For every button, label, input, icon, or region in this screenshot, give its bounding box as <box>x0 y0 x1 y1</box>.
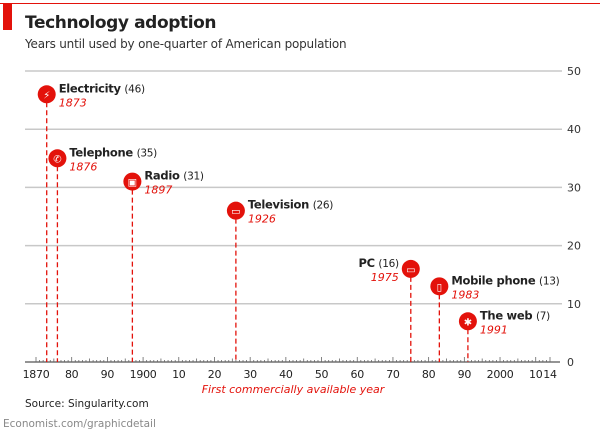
x-tick-label: 90 <box>101 368 115 381</box>
point-year: 1991 <box>480 323 508 336</box>
point-name: The web <box>480 308 536 322</box>
y-tick-label: 40 <box>567 123 581 136</box>
data-point <box>458 312 477 331</box>
y-tick-label: 20 <box>567 240 581 253</box>
x-tick-label: 50 <box>315 368 329 381</box>
point-year: 1975 <box>371 271 399 284</box>
point-label: Telephone (35) <box>69 145 157 159</box>
x-tick-label: 70 <box>386 368 400 381</box>
x-tick-label: 20 <box>208 368 222 381</box>
computer-icon: ▭ <box>406 265 415 276</box>
x-tick-label: 60 <box>351 368 365 381</box>
point-year: 1876 <box>69 160 97 173</box>
mobile-phone-icon: ▯ <box>437 282 443 293</box>
brand-tag <box>3 4 12 30</box>
x-tick-label: 80 <box>65 368 79 381</box>
point-value: (26) <box>313 200 334 212</box>
data-point <box>401 259 420 278</box>
web-icon: ✱ <box>464 317 472 328</box>
x-tick-label: 10 <box>172 368 186 381</box>
point-name: Telephone <box>69 145 136 159</box>
x-tick-label: 14 <box>543 368 557 381</box>
point-name: Television <box>248 198 313 212</box>
x-tick-label: 30 <box>243 368 257 381</box>
point-value: (16) <box>378 258 399 270</box>
x-axis-label: First commercially available year <box>202 383 386 396</box>
y-tick-label: 10 <box>567 298 581 311</box>
x-tick-label: 2000 <box>487 368 514 381</box>
point-name: Mobile phone <box>451 273 539 287</box>
y-tick-label: 50 <box>567 65 581 78</box>
point-name: Electricity <box>59 81 125 95</box>
radio-icon: ▣ <box>128 178 137 189</box>
point-label: Electricity (46) <box>59 81 145 95</box>
chart-subtitle: Years until used by one-quarter of Ameri… <box>25 37 347 51</box>
point-year: 1926 <box>248 213 276 226</box>
chart-title: Technology adoption <box>25 13 217 33</box>
credit: Economist.com/graphicdetail <box>3 418 156 430</box>
data-point <box>37 85 56 104</box>
point-value: (35) <box>137 147 158 159</box>
point-year: 1873 <box>59 96 87 109</box>
point-name: Radio <box>144 169 183 183</box>
point-label: Television (26) <box>248 198 333 212</box>
point-name: PC <box>358 256 378 270</box>
phone-icon: ✆ <box>53 154 61 165</box>
point-value: (13) <box>539 275 560 287</box>
source-note: Source: Singularity.com <box>25 398 149 410</box>
point-year: 1983 <box>451 288 479 301</box>
y-tick-label: 30 <box>567 181 581 194</box>
lightning-icon: ⚡ <box>43 90 50 101</box>
x-tick-label: 90 <box>458 368 472 381</box>
top-rule <box>0 3 600 4</box>
x-tick-label: 80 <box>422 368 436 381</box>
x-tick-label: 1900 <box>130 368 157 381</box>
point-label: Mobile phone (13) <box>451 273 559 287</box>
y-tick-label: 0 <box>567 356 574 369</box>
point-value: (31) <box>183 171 204 183</box>
x-tick-label: 10 <box>529 368 543 381</box>
data-point <box>48 149 67 168</box>
point-label: Radio (31) <box>144 169 203 183</box>
data-point <box>226 201 245 220</box>
point-label: The web (7) <box>480 308 550 322</box>
point-label: PC (16) <box>358 256 399 270</box>
television-icon: ▭ <box>231 207 240 218</box>
data-point <box>123 172 142 191</box>
point-value: (7) <box>536 310 550 322</box>
x-tick-label: 40 <box>279 368 293 381</box>
data-point <box>430 277 449 296</box>
point-year: 1897 <box>144 184 172 197</box>
point-value: (46) <box>124 83 145 95</box>
x-tick-label: 1870 <box>23 368 50 381</box>
